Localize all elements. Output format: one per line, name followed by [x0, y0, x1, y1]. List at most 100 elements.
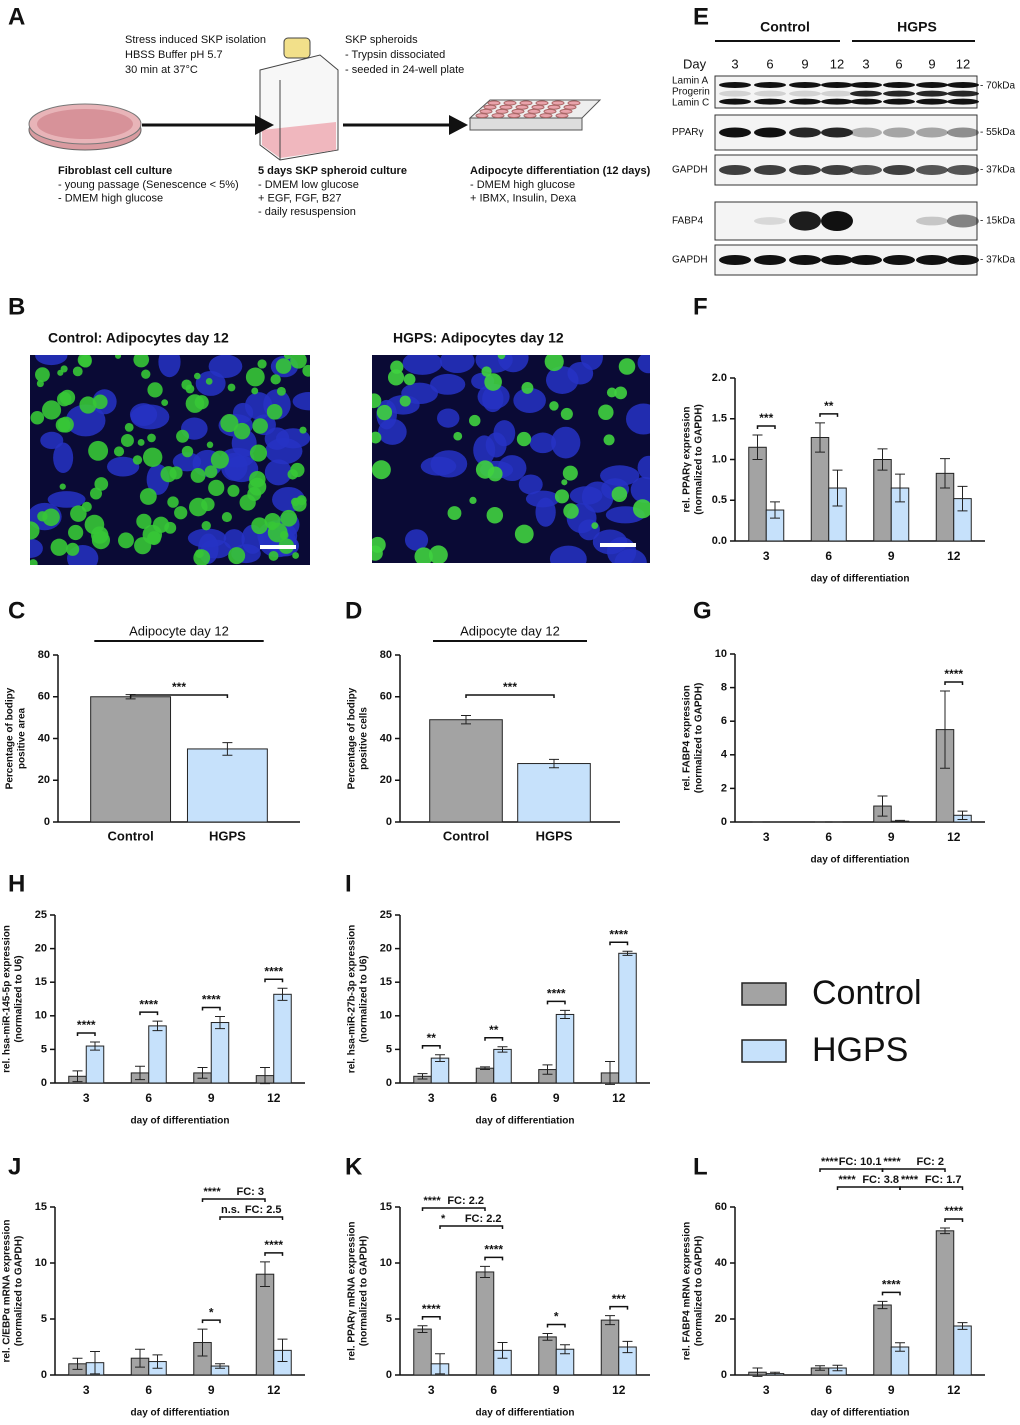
size-label: - 37kDa — [980, 165, 1015, 176]
significance-bracket — [546, 1323, 566, 1328]
well — [491, 113, 505, 119]
y-label-line: rel. hsa-miR-27b-3p expression — [347, 925, 358, 1073]
x-tick-label: 6 — [145, 1383, 152, 1397]
panel-letter: L — [693, 1153, 708, 1180]
y-axis-label: rel. hsa-miR-145-5p expression (normalize… — [2, 925, 25, 1073]
y-tick-label: 5 — [41, 1043, 47, 1055]
lipid-droplet — [549, 401, 559, 411]
y-tick-label: 5 — [41, 1313, 47, 1325]
x-tick-label: 12 — [947, 830, 961, 844]
nucleus — [106, 456, 140, 477]
bar — [538, 1336, 557, 1376]
nucleus — [187, 528, 227, 548]
lipid-droplet — [124, 422, 134, 432]
legend-label: Control — [812, 974, 922, 1012]
error-bar — [752, 434, 763, 460]
lipid-droplet — [161, 399, 169, 407]
arrow-text: 30 min at 37°C — [125, 64, 198, 76]
lipid-droplet — [134, 537, 152, 555]
lipid-droplet — [41, 400, 62, 420]
nucleus — [551, 426, 581, 459]
error-bar — [215, 1015, 225, 1030]
band — [947, 165, 979, 175]
band — [719, 98, 751, 105]
lipid-droplet — [618, 358, 636, 375]
panel-letter: K — [345, 1153, 363, 1180]
significance-bracket — [139, 1011, 159, 1016]
significance-label: ** — [489, 1023, 499, 1037]
nucleus — [578, 519, 600, 541]
x-tick-label: 3 — [428, 1383, 435, 1397]
y-tick-label: 20 — [35, 943, 47, 955]
bar — [618, 952, 637, 1084]
error-bar — [560, 1344, 570, 1355]
significance-bracket — [264, 978, 284, 983]
nucleus — [264, 459, 292, 486]
nucleus — [485, 432, 507, 458]
y-axis-label: rel. hsa-miR-27b-3p expression (normalize… — [347, 925, 370, 1073]
y-label-line: positive cells — [359, 707, 370, 770]
significance-label: **** — [609, 927, 628, 941]
x-tick-label: HGPS — [536, 828, 573, 843]
well — [551, 100, 565, 106]
nucleus — [569, 486, 603, 505]
y-label-line: (normalized to U6) — [14, 955, 25, 1042]
lipid-droplet — [632, 499, 650, 519]
lipid-droplet — [227, 484, 240, 497]
well — [563, 104, 577, 110]
nucleus — [129, 403, 158, 426]
y-tick-label: 0 — [386, 1077, 392, 1089]
lipid-droplet — [139, 488, 157, 505]
band — [754, 127, 786, 138]
bar — [475, 1067, 495, 1084]
lipid-droplet — [89, 487, 103, 500]
well — [519, 100, 533, 106]
step-text: - daily resuspension — [258, 206, 356, 218]
lipid-droplet — [497, 355, 506, 360]
error-bar — [895, 473, 905, 503]
y-tick-label: 60 — [380, 691, 392, 703]
x-tick-label: 12 — [947, 549, 961, 563]
size-label: - 15kDa — [980, 216, 1015, 227]
step-title: Adipocyte differentiation (12 days) — [470, 165, 651, 177]
step-text: + IBMX, Insulin, Dexa — [470, 192, 577, 204]
y-tick-label: 25 — [380, 909, 392, 921]
lipid-droplet — [77, 355, 92, 367]
significance-bracket — [465, 694, 555, 698]
x-axis-label: day of differentiation — [131, 1408, 230, 1419]
lipid-droplet — [228, 547, 246, 565]
x-tick-label: 9 — [888, 830, 895, 844]
band — [789, 90, 821, 97]
panel-letter: A — [8, 3, 25, 30]
well — [495, 108, 509, 114]
x-tick-label: 9 — [553, 1091, 560, 1105]
well — [503, 100, 517, 106]
x-axis-label: day of differentiation — [476, 1408, 575, 1419]
significance-bracket — [129, 694, 229, 698]
significance-label: ** — [824, 399, 834, 413]
y-tick-label: 2 — [721, 782, 727, 794]
y-axis-label: rel. PPARγ expression (normalized to GAPD… — [682, 404, 705, 515]
lipid-droplet — [220, 414, 239, 433]
lipid-droplet — [302, 364, 310, 377]
day: 3 — [731, 56, 738, 71]
error-bar — [72, 1357, 83, 1370]
blot-label: GAPDH — [672, 165, 708, 176]
significance-bracket — [944, 1218, 964, 1222]
size-label: - 37kDa — [980, 255, 1015, 266]
y-label-line: rel. FABP4 mRNA expression — [682, 1222, 693, 1361]
x-tick-label: 12 — [947, 1383, 961, 1397]
schematic-art — [28, 37, 602, 161]
nucleus — [637, 455, 650, 480]
well — [531, 104, 545, 110]
significance-bracket — [421, 1045, 441, 1049]
significance-label: **** — [202, 993, 221, 1007]
bar — [748, 446, 767, 542]
y-label-line: rel. PPARγ expression — [682, 407, 693, 513]
lipid-droplet — [185, 384, 195, 394]
micrograph — [372, 355, 650, 563]
significance-label: **** — [944, 667, 963, 681]
x-tick-label: 6 — [490, 1091, 497, 1105]
band — [916, 98, 948, 105]
x-axis-label: day of differentiation — [811, 1408, 910, 1419]
